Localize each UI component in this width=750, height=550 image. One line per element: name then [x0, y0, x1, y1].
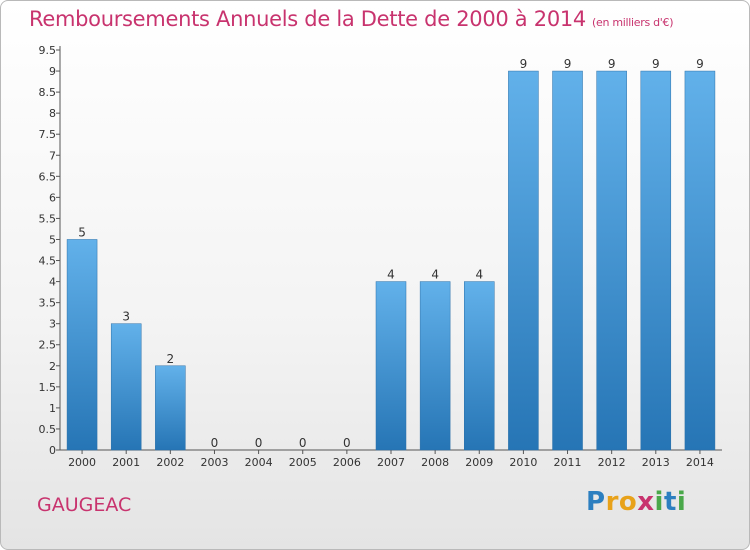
- bar: [375, 281, 407, 451]
- x-tick-label: 2001: [112, 456, 140, 469]
- bar-value-label: 5: [78, 225, 86, 239]
- bar: [684, 70, 716, 451]
- y-tick-label: 2: [49, 360, 56, 373]
- x-tick-label: 2014: [686, 456, 714, 469]
- y-tick-label: 0.5: [39, 423, 57, 436]
- y-tick-label: 7: [49, 149, 56, 162]
- chart-subtitle: (en milliers d'€): [592, 16, 674, 29]
- y-tick-label: 8.5: [39, 86, 57, 99]
- y-tick-label: 4: [49, 276, 56, 289]
- bar-value-label: 3: [122, 310, 130, 324]
- bar: [155, 365, 186, 451]
- bar-value-label: 0: [299, 436, 307, 450]
- logo-letter: P: [586, 487, 606, 517]
- proxiti-logo: Proxiti: [586, 487, 686, 517]
- logo-letter: i: [676, 487, 687, 517]
- x-tick-label: 2000: [68, 456, 96, 469]
- bar-value-label: 4: [431, 268, 439, 282]
- chart-title: Remboursements Annuels de la Dette de 20…: [29, 7, 674, 31]
- y-tick-label: 3.5: [39, 297, 57, 310]
- y-tick-label: 0: [49, 444, 56, 457]
- y-tick-label: 7.5: [39, 128, 57, 141]
- y-tick-label: 4.5: [39, 255, 57, 268]
- x-tick-label: 2012: [598, 456, 626, 469]
- x-tick-label: 2006: [333, 456, 361, 469]
- y-tick-label: 3: [49, 318, 56, 331]
- y-tick-label: 8: [49, 107, 56, 120]
- bar: [508, 70, 539, 451]
- logo-letter: o: [618, 487, 638, 517]
- y-tick-label: 5: [49, 233, 56, 246]
- x-tick-label: 2009: [465, 456, 493, 469]
- bar-value-label: 9: [608, 57, 616, 71]
- bar-value-label: 4: [387, 268, 395, 282]
- bar: [464, 281, 495, 451]
- x-tick-label: 2010: [509, 456, 537, 469]
- x-tick-label: 2002: [156, 456, 184, 469]
- bar-value-label: 9: [520, 57, 528, 71]
- bar: [110, 323, 142, 451]
- logo-letter: i: [654, 487, 664, 517]
- y-tick-label: 6: [49, 191, 56, 204]
- logo-letter: t: [663, 487, 677, 517]
- x-tick-label: 2011: [554, 456, 582, 469]
- bar: [552, 70, 583, 451]
- bar-value-label: 0: [211, 436, 219, 450]
- bar: [66, 239, 98, 451]
- x-tick-label: 2007: [377, 456, 405, 469]
- x-tick-label: 2003: [200, 456, 228, 469]
- x-tick-label: 2008: [421, 456, 449, 469]
- y-tick-label: 1: [49, 402, 56, 415]
- y-tick-label: 1.5: [39, 381, 57, 394]
- commune-name: GAUGEAC: [37, 494, 132, 516]
- x-tick-label: 2004: [245, 456, 273, 469]
- x-tick-label: 2005: [289, 456, 317, 469]
- bar: [596, 70, 627, 451]
- y-tick-label: 6.5: [39, 170, 57, 183]
- logo-letter: r: [605, 487, 619, 517]
- bar-value-label: 0: [343, 436, 351, 450]
- bar-value-label: 0: [255, 436, 263, 450]
- y-tick-label: 9: [49, 65, 56, 78]
- bar-value-label: 2: [167, 352, 175, 366]
- bar: [419, 281, 451, 451]
- bar-value-label: 4: [475, 268, 483, 282]
- y-tick-label: 5.5: [39, 212, 57, 225]
- x-tick-label: 2013: [642, 456, 670, 469]
- logo-letter: x: [637, 487, 655, 517]
- y-tick-label: 9.5: [39, 44, 57, 57]
- bar-value-label: 9: [564, 57, 572, 71]
- y-tick-label: 2.5: [39, 339, 57, 352]
- bar-value-label: 9: [652, 57, 660, 71]
- bar: [640, 70, 672, 451]
- bar-value-label: 9: [696, 57, 704, 71]
